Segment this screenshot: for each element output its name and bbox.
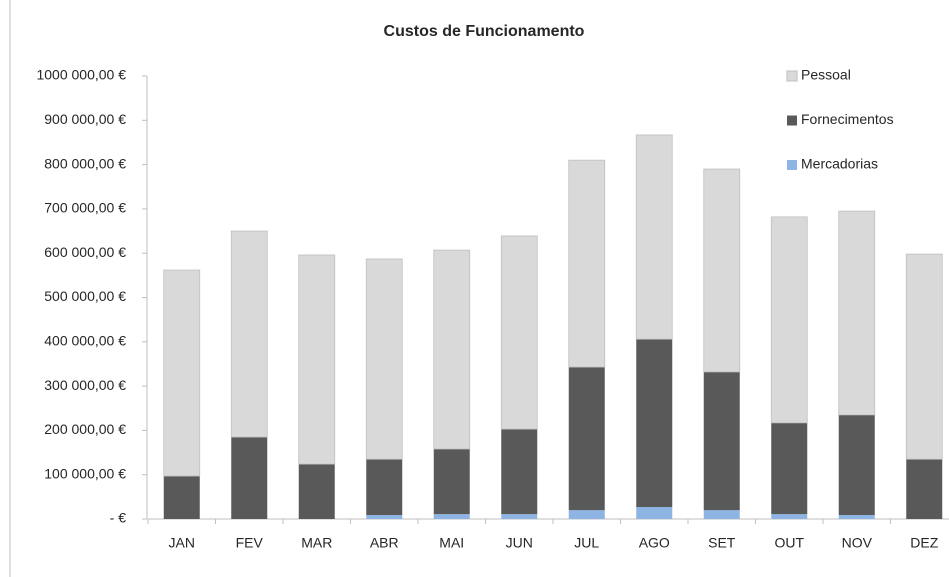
bar-segment: [366, 515, 403, 519]
bar-segment: [568, 367, 605, 511]
x-tick-label: ABR: [370, 535, 399, 551]
bar-segment: [163, 269, 201, 477]
legend-label: Pessoal: [801, 67, 851, 83]
bar-segment: [433, 449, 470, 515]
bar-segment: [433, 514, 470, 519]
y-tick-label: 1000 000,00 €: [36, 67, 126, 83]
y-tick-label: 300 000,00 €: [44, 377, 126, 393]
bar-segment: [568, 510, 605, 519]
bar-segment: [298, 464, 335, 519]
bar-segment: [635, 134, 673, 340]
x-tick-label: SET: [708, 535, 736, 551]
bar-segment: [501, 429, 538, 515]
x-tick-label: FEV: [236, 535, 264, 551]
x-tick-label: NOV: [842, 535, 873, 551]
bar-segment: [838, 210, 876, 416]
legend-label: Mercadorias: [801, 156, 878, 172]
x-tick-label: AGO: [639, 535, 670, 551]
x-tick-label: JAN: [169, 535, 195, 551]
bar-segment: [636, 339, 673, 508]
y-tick-label: 600 000,00 €: [44, 244, 126, 260]
y-tick-label: - €: [110, 510, 127, 526]
bar-segment: [636, 507, 673, 519]
x-tick-label: JUN: [506, 535, 533, 551]
y-tick-label: 200 000,00 €: [44, 421, 126, 437]
bar-segment: [703, 371, 740, 511]
bar-segment: [703, 510, 740, 519]
y-tick-label: 700 000,00 €: [44, 200, 126, 216]
x-tick-label: MAR: [301, 535, 332, 551]
bar-segment: [366, 459, 403, 516]
y-tick-label: 500 000,00 €: [44, 288, 126, 304]
bar-segment: [838, 414, 875, 516]
x-tick-label: OUT: [774, 535, 804, 551]
chart-title: Custos de Funcionamento: [384, 23, 585, 40]
legend-label: Fornecimentos: [801, 111, 894, 127]
legend-swatch: [787, 160, 797, 170]
legend-swatch: [787, 115, 797, 126]
bar-segment: [771, 514, 808, 519]
x-tick-label: DEZ: [910, 535, 938, 551]
bar-segment: [905, 253, 943, 460]
bar-segment: [365, 258, 403, 460]
x-tick-label: JUL: [574, 535, 599, 551]
bar-segment: [298, 254, 336, 465]
y-tick-label: 900 000,00 €: [44, 111, 126, 127]
bar-segment: [568, 159, 606, 368]
bar-segment: [230, 230, 268, 438]
y-tick-label: 100 000,00 €: [44, 465, 126, 481]
bar-segment: [771, 422, 808, 515]
bar-segment: [433, 249, 471, 450]
bar-segment: [838, 515, 875, 519]
bar-segment: [906, 459, 943, 519]
y-tick-label: 400 000,00 €: [44, 333, 126, 349]
bar-segment: [163, 476, 200, 519]
x-tick-label: MAI: [439, 535, 464, 551]
bar-segment: [703, 168, 741, 373]
bar-segment: [770, 216, 808, 424]
bar-segment: [500, 235, 538, 430]
bar-segment: [231, 437, 268, 519]
legend-swatch: [786, 70, 798, 82]
y-tick-label: 800 000,00 €: [44, 155, 126, 171]
bar-segment: [501, 514, 538, 519]
